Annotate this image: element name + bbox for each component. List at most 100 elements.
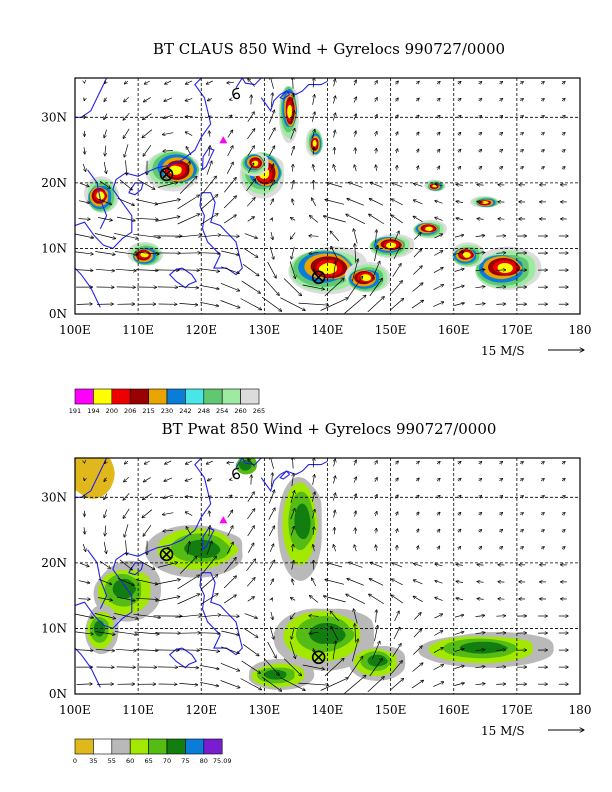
wind-vector xyxy=(94,613,116,618)
wind-vector xyxy=(347,276,363,299)
wind-vector xyxy=(206,460,213,464)
colorbar-label: 248 xyxy=(198,407,210,415)
coastline xyxy=(235,458,262,469)
wind-vector xyxy=(413,216,423,223)
wind-vector xyxy=(500,478,503,480)
coastline xyxy=(128,182,144,196)
coastline xyxy=(260,80,328,113)
wind-vector xyxy=(95,251,115,255)
wind-vector xyxy=(454,632,464,635)
colorbar-label: 230 xyxy=(161,407,173,415)
wind-vector xyxy=(224,595,236,604)
wind-vector xyxy=(562,167,565,169)
wind-vector xyxy=(477,219,484,220)
wind-vector xyxy=(332,641,336,660)
wind-vector xyxy=(327,563,343,568)
wind-vector xyxy=(413,580,423,585)
wind-vector xyxy=(84,527,85,534)
wind-vector xyxy=(309,596,319,603)
wind-vector xyxy=(290,146,294,156)
wind-vector xyxy=(206,541,212,555)
wind-vector xyxy=(224,177,236,193)
wind-vector xyxy=(477,202,484,203)
wind-vector xyxy=(228,495,232,499)
wind-vector xyxy=(479,166,482,169)
wind-vector xyxy=(348,182,363,188)
wind-vector xyxy=(477,565,484,566)
wind-vector xyxy=(331,246,339,261)
colorbar-label: 55 xyxy=(108,757,116,765)
wind-vector xyxy=(458,132,461,135)
wind-vector xyxy=(435,217,443,221)
wind-vector xyxy=(177,195,200,210)
wind-vector xyxy=(313,458,314,468)
wind-vector xyxy=(268,128,275,140)
wind-vector xyxy=(291,246,295,259)
wind-vector xyxy=(176,253,201,254)
coastline xyxy=(201,527,215,551)
wind-vector xyxy=(391,595,403,604)
wind-vector xyxy=(251,475,252,485)
wind-vector xyxy=(393,627,400,640)
wind-vector xyxy=(75,251,94,254)
field-contour xyxy=(287,104,292,119)
wind-vector xyxy=(369,199,384,206)
wind-vector xyxy=(479,133,482,136)
wind-vector xyxy=(309,252,319,254)
wind-vector xyxy=(370,562,383,568)
wind-vector xyxy=(103,541,106,554)
wind-vector xyxy=(290,232,296,240)
wind-vector xyxy=(311,578,317,587)
wind-vector xyxy=(163,150,173,151)
wind-vector xyxy=(116,216,135,221)
wind-vector xyxy=(354,477,356,483)
wind-vector xyxy=(562,530,565,532)
wind-vector xyxy=(117,577,135,585)
wind-vector xyxy=(458,149,461,152)
wind-vector xyxy=(394,231,400,242)
wind-vector xyxy=(227,82,235,83)
x-tick-label: 180 xyxy=(569,703,592,717)
wind-vector xyxy=(374,625,378,642)
wind-vector xyxy=(227,130,233,138)
wind-vector xyxy=(456,201,464,202)
wind-vector xyxy=(454,666,465,669)
wind-vector xyxy=(332,493,335,501)
x-tick-label: 130E xyxy=(249,323,281,337)
wind-vector xyxy=(302,284,325,289)
wind-vector xyxy=(78,599,91,600)
coastline xyxy=(75,458,212,630)
wind-vector xyxy=(520,530,523,533)
wind-vector xyxy=(155,579,180,585)
wind-vector xyxy=(330,611,340,622)
wind-vector xyxy=(327,183,343,188)
wind-vector xyxy=(498,599,505,600)
wind-vector xyxy=(396,461,399,465)
wind-vector xyxy=(241,280,261,293)
wind-vector xyxy=(221,266,239,274)
wind-vector xyxy=(331,626,339,641)
wind-vector xyxy=(353,229,358,244)
wind-vector xyxy=(272,218,273,220)
wind-vector xyxy=(185,80,193,84)
wind-vector xyxy=(346,594,366,605)
wind-vector xyxy=(142,129,153,138)
wind-vector xyxy=(290,491,295,504)
wind-vector xyxy=(456,598,464,600)
wind-vector xyxy=(454,235,464,238)
wind-vector xyxy=(292,93,294,107)
wind-vector xyxy=(479,150,482,153)
wind-vector xyxy=(346,214,366,225)
gyre-center-marker xyxy=(159,547,174,562)
wind-vector xyxy=(135,199,158,205)
wind-vector xyxy=(371,641,380,660)
wind-vector xyxy=(413,563,423,567)
field-contour xyxy=(312,140,317,147)
wind-vector xyxy=(313,164,315,172)
wind-vector xyxy=(376,528,377,534)
wind-vector xyxy=(223,576,236,589)
wind-vector xyxy=(116,596,135,601)
wind-vector xyxy=(244,248,258,258)
colorbar-label: 206 xyxy=(124,407,136,415)
wind-vector xyxy=(124,477,129,482)
